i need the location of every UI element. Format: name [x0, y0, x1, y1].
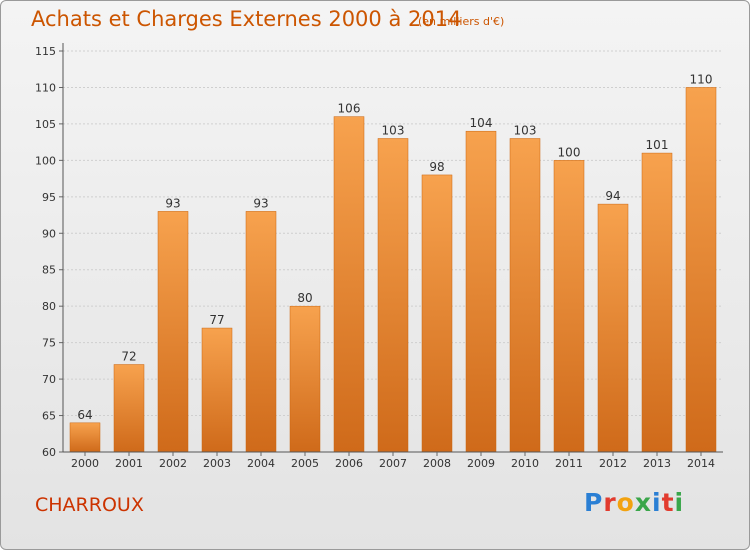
x-tick-label: 2013	[643, 457, 671, 470]
y-tick-label: 85	[42, 264, 56, 277]
x-tick-label: 2006	[335, 457, 363, 470]
x-tick-label: 2005	[291, 457, 319, 470]
x-tick-label: 2008	[423, 457, 451, 470]
bar-2003	[201, 327, 233, 453]
bar-2007	[377, 138, 409, 453]
x-tick-label: 2003	[203, 457, 231, 470]
data-label: 104	[470, 116, 493, 130]
data-label: 72	[121, 350, 136, 364]
y-tick-label: 115	[35, 45, 56, 58]
x-axis: 2000 2001 2002 2003 2004 2005 2006 2007 2008 2009…	[63, 451, 723, 470]
data-labels: 64 72 93 77 93 80 106 103 98 104 103 100 94 101 110	[77, 72, 712, 421]
x-tick-label: 2001	[115, 457, 143, 470]
data-label: 103	[382, 123, 405, 137]
logo-letter: x	[634, 488, 652, 517]
bar-2001	[113, 364, 145, 453]
x-tick-label: 2009	[467, 457, 495, 470]
y-tick-label: 110	[35, 81, 56, 94]
data-label: 98	[429, 160, 444, 174]
data-label: 64	[77, 408, 92, 422]
y-tick-label: 105	[35, 118, 56, 131]
x-tick-label: 2011	[555, 457, 583, 470]
bar-2002	[157, 211, 189, 453]
bar-2004	[245, 211, 277, 453]
bar-2014	[685, 87, 717, 453]
y-tick-label: 100	[35, 154, 56, 167]
data-label: 77	[209, 313, 224, 327]
x-tick-label: 2014	[687, 457, 715, 470]
data-label: 80	[297, 291, 312, 305]
logo-letter: i	[652, 488, 662, 517]
commune-name: CHARROUX	[35, 494, 144, 516]
data-label: 93	[165, 196, 180, 210]
y-tick-label: 70	[42, 373, 56, 386]
proxiti-logo: Proxiti	[584, 488, 684, 517]
bar-2009	[465, 130, 497, 453]
bar-2011	[553, 160, 585, 453]
data-label: 103	[514, 123, 537, 137]
x-tick-label: 2012	[599, 457, 627, 470]
y-tick-label: 90	[42, 227, 56, 240]
logo-letter: o	[616, 488, 635, 517]
data-label: 93	[253, 196, 268, 210]
bar-2006	[333, 116, 365, 453]
x-tick-label: 2004	[247, 457, 275, 470]
data-label: 100	[558, 145, 581, 159]
x-tick-label: 2002	[159, 457, 187, 470]
x-tick-label: 2010	[511, 457, 539, 470]
y-tick-label: 75	[42, 337, 56, 350]
chart-unit: (en milliers d'€)	[418, 15, 505, 28]
y-tick-label: 80	[42, 300, 56, 313]
bar-2000	[69, 422, 101, 453]
bars	[69, 87, 717, 453]
bar-2010	[509, 138, 541, 453]
logo-letter: P	[584, 488, 604, 517]
x-tick-label: 2007	[379, 457, 407, 470]
bar-2005	[289, 305, 321, 453]
logo-letter: r	[603, 488, 617, 517]
y-tick-label: 60	[42, 446, 56, 459]
data-label: 94	[605, 189, 620, 203]
y-axis: 60 65 70 75 80 85 90 95 100 105 110 115	[35, 43, 64, 459]
logo-letter: t	[661, 488, 675, 517]
data-label: 106	[338, 102, 361, 116]
chart-title: Achats et Charges Externes 2000 à 2014	[31, 7, 462, 31]
bar-2008	[421, 174, 453, 453]
bar-2013	[641, 152, 673, 453]
x-tick-label: 2000	[71, 457, 99, 470]
bar-2012	[597, 203, 629, 453]
data-label: 110	[690, 72, 713, 86]
y-tick-label: 95	[42, 191, 56, 204]
data-label: 101	[646, 138, 669, 152]
logo-letter: i	[674, 488, 685, 517]
y-tick-label: 65	[42, 410, 56, 423]
